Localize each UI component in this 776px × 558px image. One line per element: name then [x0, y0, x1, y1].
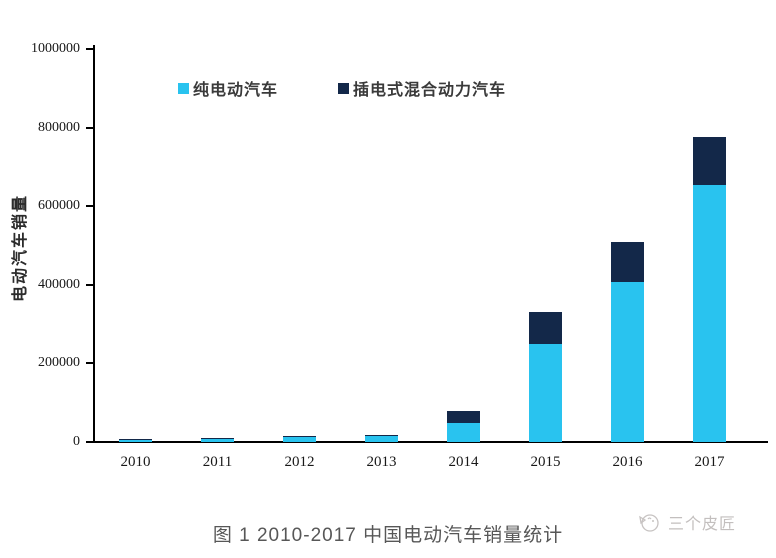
bar-2011-pure-ev-segment — [201, 439, 234, 442]
y-tick-label: 200000 — [38, 355, 80, 371]
bar-2014-phev-segment — [447, 410, 480, 424]
bar-2015-pure-ev-segment — [529, 343, 562, 442]
bar-2012-phev-segment — [283, 436, 316, 438]
x-tick-label-2013: 2013 — [366, 454, 397, 470]
y-tick-label: 800000 — [38, 119, 80, 135]
legend-label: 插电式混合动力汽车 — [353, 82, 507, 99]
bar-2011 — [201, 438, 234, 442]
bar-2013 — [365, 434, 398, 442]
x-tick-label-2012: 2012 — [284, 454, 315, 470]
bar-2012 — [283, 436, 316, 442]
watermark: 三个皮匠 — [636, 510, 736, 534]
bar-2013-phev-segment — [365, 434, 398, 437]
bar-2010-pure-ev-segment — [119, 440, 152, 442]
y-tick-label: 1000000 — [31, 41, 80, 56]
bar-2017-phev-segment — [693, 136, 726, 185]
x-tick-label-2016: 2016 — [612, 454, 643, 470]
y-tick-mark — [86, 48, 93, 50]
y-tick-mark — [86, 283, 93, 286]
y-tick-mark — [86, 126, 93, 129]
bar-2016-pure-ev-segment — [611, 281, 644, 442]
figure-caption: 图 1 2010-2017 中国电动汽车销量统计 — [212, 525, 564, 546]
bar-2011-phev-segment — [201, 438, 234, 440]
bar-2015-phev-segment — [529, 311, 562, 344]
y-tick-mark — [86, 441, 93, 443]
x-axis-line — [93, 441, 768, 443]
legend-item-pure-ev: 纯电动汽车 — [178, 76, 278, 100]
bar-2012-pure-ev-segment — [283, 437, 316, 442]
bar-2017-pure-ev-segment — [693, 184, 726, 442]
bar-2014-pure-ev-segment — [447, 423, 480, 442]
y-tick-label: 400000 — [38, 276, 80, 292]
bar-2010-phev-segment — [119, 439, 152, 441]
y-axis-line — [93, 45, 95, 443]
legend-item-phev: 插电式混合动力汽车 — [338, 76, 506, 100]
x-tick-label-2014: 2014 — [448, 454, 479, 470]
legend-label: 纯电动汽车 — [193, 82, 279, 99]
x-tick-label-2011: 2011 — [202, 454, 233, 470]
bar-2016-phev-segment — [611, 241, 644, 282]
chart-legend: 纯电动汽车 插电式混合动力汽车 — [178, 76, 506, 100]
y-tick-mark — [86, 205, 93, 208]
watermark-text: 三个皮匠 — [668, 516, 737, 533]
bar-2010 — [119, 439, 152, 442]
bar-2016 — [611, 241, 644, 442]
legend-swatch-icon — [178, 82, 189, 94]
x-tick-label-2010: 2010 — [120, 454, 151, 470]
x-tick-label-2015: 2015 — [530, 454, 561, 470]
x-tick-label-2017: 2017 — [694, 454, 725, 470]
bar-2014 — [447, 410, 480, 442]
bar-2015 — [529, 311, 562, 442]
y-tick-mark — [86, 362, 93, 365]
bar-2013-pure-ev-segment — [365, 436, 398, 442]
watermark-logo-icon — [636, 511, 662, 533]
y-tick-label: 600000 — [38, 198, 80, 214]
bar-2017 — [693, 136, 726, 442]
y-tick-label: 0 — [73, 434, 80, 449]
legend-swatch-icon — [338, 82, 350, 94]
